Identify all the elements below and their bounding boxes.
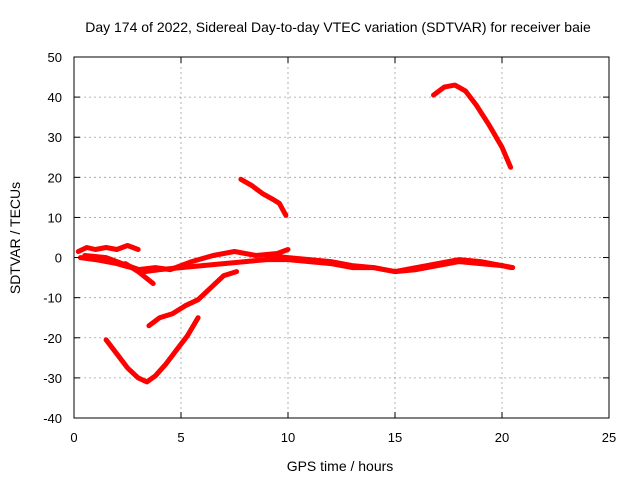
- x-tick-label: 20: [495, 430, 509, 445]
- y-tick-label: 10: [48, 210, 62, 225]
- x-tick-label: 25: [602, 430, 616, 445]
- series-arc-4: [122, 261, 156, 287]
- y-tick-label: 30: [48, 130, 62, 145]
- series-arc-7: [238, 176, 289, 218]
- plot-frame: [73, 56, 610, 419]
- series-arc-5: [146, 269, 240, 329]
- x-tick-label: 15: [388, 430, 402, 445]
- y-tick-label: -10: [43, 291, 62, 306]
- x-axis-label: GPS time / hours: [287, 458, 394, 474]
- y-tick-label: -40: [43, 411, 62, 426]
- y-tick-label: 20: [48, 170, 62, 185]
- x-tick-label: 10: [281, 430, 295, 445]
- y-tick-label: -30: [43, 371, 62, 386]
- x-tick-label: 0: [70, 430, 77, 445]
- y-tick-label: 0: [55, 251, 62, 266]
- series-group: [75, 82, 516, 385]
- y-tick-label: 40: [48, 90, 62, 105]
- axis-ticks: 0 5 10 15 20 25 -40 -30 -20 -10 0 10 20 30 40 50: [43, 50, 616, 445]
- chart-title: Day 174 of 2022, Sidereal Day-to-day VTE…: [85, 19, 591, 35]
- series-arc-9: [431, 82, 514, 170]
- y-tick-label: -20: [43, 331, 62, 346]
- series-arc-8: [264, 253, 516, 275]
- x-tick-label: 5: [177, 430, 184, 445]
- grid: [74, 57, 609, 418]
- y-tick-label: 50: [48, 50, 62, 65]
- series-arc-1: [75, 243, 141, 254]
- y-axis-label: SDTVAR / TECUs: [7, 182, 23, 294]
- series-arc-6: [103, 315, 201, 385]
